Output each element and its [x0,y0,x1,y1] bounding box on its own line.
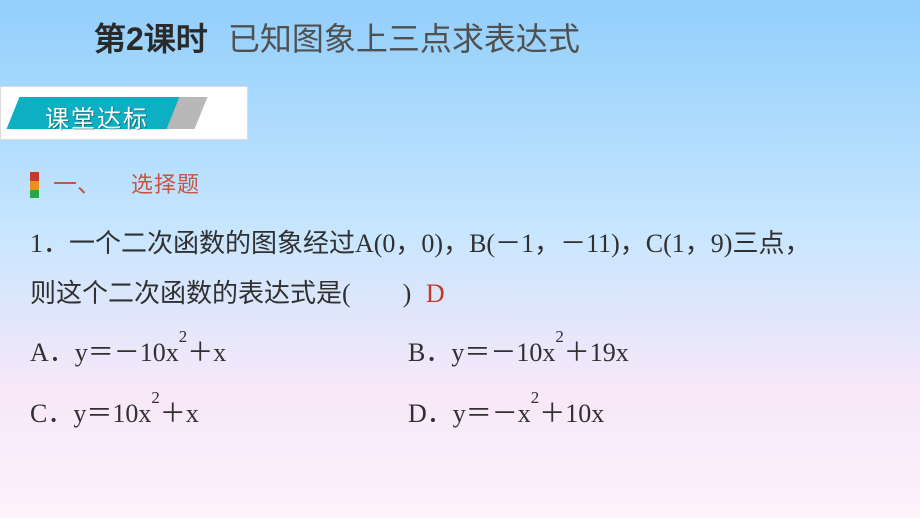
option-c: C．y＝10x2＋x [30,389,408,440]
content-area: 一、 选择题 1．一个二次函数的图象经过A(0，0)，B(－1，－11)，C(1… [0,162,920,440]
section-badge: 课堂达标 [0,86,248,140]
section-category: 选择题 [131,164,200,207]
lesson-subtitle: 已知图象上三点求表达式 [228,14,580,60]
question-stem: 则这个二次函数的表达式是( ) [30,279,411,308]
section-header: 一、 选择题 [30,162,890,209]
section-number: 一、 [53,162,101,209]
option-d: D．y＝－x2＋10x [408,389,890,440]
options-grid: A．y＝－10x2＋x B．y＝－10x2＋19x C．y＝10x2＋x D．y… [30,328,890,439]
page-title: 第2课时 已知图象上三点求表达式 [0,0,920,68]
color-bar-icon [30,172,39,198]
correct-answer: D [426,279,445,308]
option-a: A．y＝－10x2＋x [30,328,408,379]
option-b: B．y＝－10x2＋19x [408,328,890,379]
question-line-1: 1．一个二次函数的图象经过A(0，0)，B(－1，－11)，C(1，9)三点， [30,219,890,270]
lesson-number: 第2课时 [94,14,208,60]
question-line-2: 则这个二次函数的表达式是( ) D [30,269,890,320]
badge-label: 课堂达标 [45,99,149,134]
